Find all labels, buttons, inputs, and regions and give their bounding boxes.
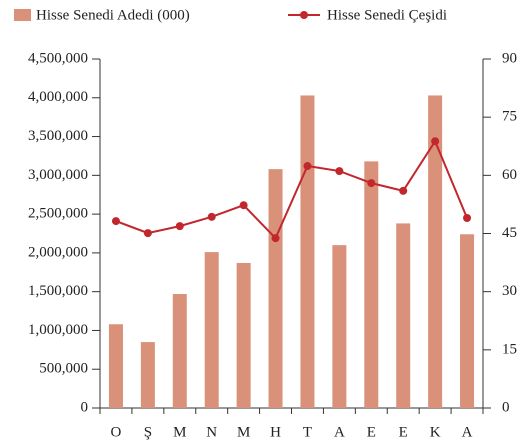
x-tick-label: A [334,424,345,440]
bar [332,245,347,408]
y-tick-label: 3,500,000 [28,128,88,144]
line-point [335,167,344,176]
line-point [111,217,120,226]
bar [364,161,379,408]
y-tick-label: 4,000,000 [28,89,88,105]
y2-tick-label: 60 [502,167,517,183]
x-tick-label: H [270,424,281,440]
bar [460,234,475,408]
line-point [399,186,408,195]
y-tick-label: 4,500,000 [28,50,88,66]
x-tick-label: E [399,424,408,440]
line-point [463,213,472,222]
bar [428,95,443,408]
y-tick-label: 0 [81,399,89,415]
x-tick-label: A [462,424,473,440]
y2-tick-label: 75 [502,109,517,125]
x-tick-label: K [430,424,441,440]
bar [140,342,155,408]
bar [172,293,187,408]
y-tick-label: 2,000,000 [28,244,88,260]
bar [268,169,283,408]
line-point [271,234,280,243]
legend-swatch [14,9,31,21]
y-tick-label: 2,500,000 [28,206,88,222]
x-tick-label: E [367,424,376,440]
line-point [207,212,216,221]
line-point [143,229,152,238]
y-tick-label: 1,500,000 [28,283,88,299]
legend-label: Hisse Senedi Adedi (000) [36,7,190,23]
y2-tick-label: 45 [502,225,517,241]
line-point [431,137,440,146]
y2-tick-label: 90 [502,50,517,66]
bar [204,252,219,408]
y2-tick-label: 15 [502,341,517,357]
x-tick-label: M [237,424,250,440]
y-tick-label: 1,000,000 [28,322,88,338]
bar [236,262,251,408]
y2-tick-label: 0 [502,399,510,415]
line-point [175,222,184,231]
line-point [239,201,248,210]
legend-marker [300,11,308,19]
legend-label: Hisse Senedi Çeşidi [327,7,447,23]
x-tick-label: Ş [144,424,152,440]
line-point [367,179,376,188]
y2-tick-label: 30 [502,283,517,299]
line-point [303,162,312,171]
bar [396,223,411,408]
bar [108,324,123,408]
line [115,139,468,240]
x-tick-label: O [111,424,122,440]
x-tick-label: T [303,424,312,440]
x-tick-label: N [206,424,217,440]
bar [300,95,315,408]
x-tick-label: M [173,424,186,440]
y-tick-label: 500,000 [39,361,88,377]
y-tick-label: 3,000,000 [28,167,88,183]
